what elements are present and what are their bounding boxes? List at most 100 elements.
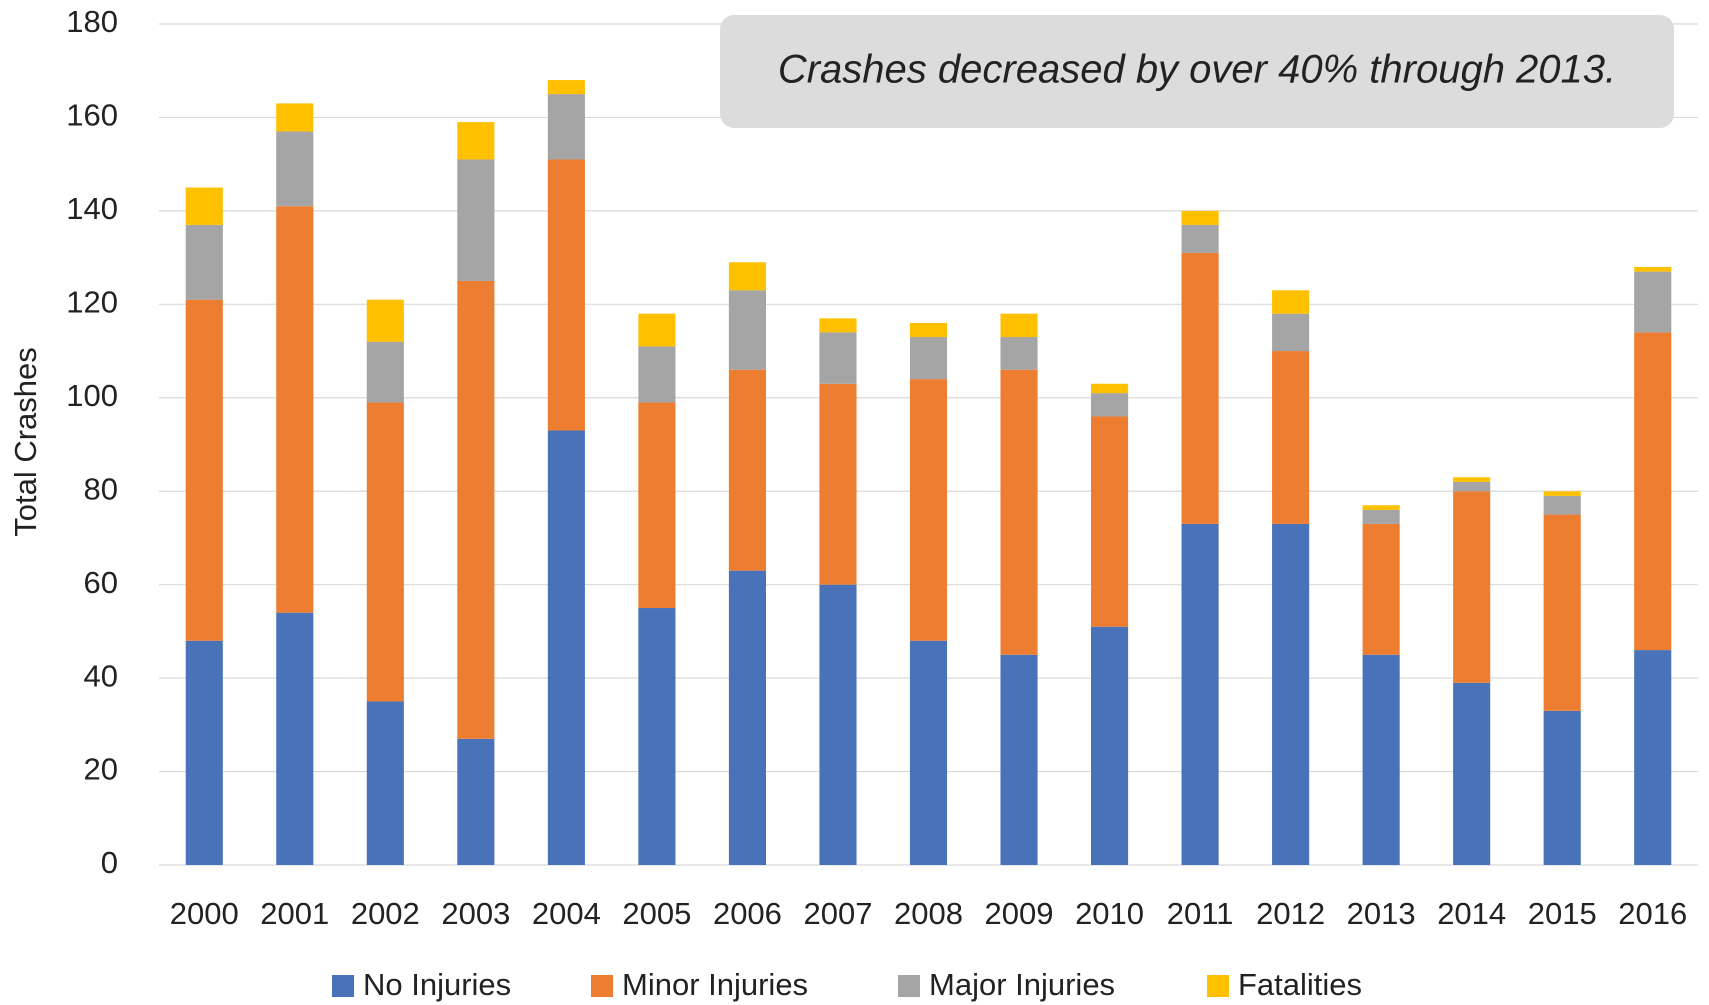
x-tick-label: 2004: [532, 896, 601, 931]
bar-segment: [1453, 477, 1491, 482]
y-tick-label: 40: [84, 658, 118, 693]
x-tick-label: 2013: [1347, 896, 1416, 931]
y-tick-label: 0: [101, 845, 118, 880]
bar-segment: [1272, 351, 1310, 524]
bar-segment: [457, 738, 495, 865]
y-tick-label: 140: [66, 191, 118, 226]
bar-segment: [1091, 383, 1129, 394]
bar-segment: [1000, 654, 1038, 865]
x-tick-label: 2000: [170, 896, 239, 931]
y-tick-label: 120: [66, 285, 118, 320]
bar-segment: [909, 640, 948, 865]
bar-segment: [638, 346, 676, 403]
bar-segment: [366, 341, 404, 403]
bar-segment: [1000, 369, 1038, 655]
x-tick-label: 2006: [713, 896, 782, 931]
y-tick-label: 160: [66, 98, 118, 133]
bar-segment: [728, 290, 766, 370]
bar-segment: [276, 131, 314, 207]
bar-segment: [819, 332, 857, 384]
legend-label: Minor Injuries: [622, 967, 808, 1002]
bar-segment: [547, 80, 585, 95]
legend-label: Fatalities: [1238, 967, 1362, 1002]
bar-segment: [276, 103, 314, 132]
legend-swatch: [898, 975, 920, 997]
bar-segment: [1543, 710, 1581, 865]
bar-segment: [185, 299, 223, 641]
y-tick-label: 100: [66, 378, 118, 413]
x-tick-label: 2016: [1618, 896, 1687, 931]
bar-segment: [728, 369, 766, 571]
x-tick-label: 2002: [351, 896, 420, 931]
x-tick-label: 2009: [985, 896, 1054, 931]
bar-segment: [457, 122, 495, 160]
annotation-box: [720, 15, 1674, 128]
bar-segment: [638, 608, 676, 865]
y-tick-label: 20: [84, 752, 118, 787]
bar-segment: [1181, 252, 1219, 524]
bar-segment: [1362, 523, 1400, 655]
annotation: Crashes decreased by over 40% through 20…: [778, 48, 1616, 92]
bar-segment: [1453, 682, 1491, 865]
bar-segment: [1000, 337, 1038, 370]
bar-segment: [1362, 505, 1400, 510]
legend-swatch: [591, 975, 613, 997]
bar-segment: [366, 402, 404, 702]
bar-segment: [547, 94, 585, 160]
bar-segment: [1272, 313, 1310, 352]
x-tick-label: 2003: [441, 896, 510, 931]
bar-segment: [366, 299, 404, 342]
bar-segment: [1181, 210, 1219, 225]
bar-segment: [1543, 514, 1581, 711]
bar-segment: [728, 570, 766, 865]
bar-segment: [1362, 509, 1400, 524]
bar-segment: [819, 584, 857, 865]
bar-segment: [1634, 650, 1672, 865]
bar-segment: [1091, 626, 1129, 865]
bar-segment: [1634, 271, 1672, 333]
bar-segment: [909, 379, 948, 641]
legend-label: No Injuries: [363, 967, 511, 1002]
y-axis-label: Total Crashes: [8, 347, 43, 537]
x-tick-label: 2001: [260, 896, 329, 931]
bar-segment: [909, 337, 948, 380]
bar-segment: [185, 640, 223, 865]
y-tick-label: 60: [84, 565, 118, 600]
bar-segment: [1181, 224, 1219, 253]
bar-segment: [1453, 491, 1491, 683]
bar-segment: [457, 280, 495, 739]
bar-segment: [1453, 481, 1491, 492]
bar-segment: [1000, 313, 1038, 338]
bar-segment: [1634, 266, 1672, 272]
bar-segment: [638, 402, 676, 609]
x-tick-label: 2005: [622, 896, 691, 931]
bar-segment: [1543, 491, 1581, 496]
bar-segment: [728, 262, 766, 291]
legend-label: Major Injuries: [929, 967, 1115, 1002]
bar-segment: [1091, 393, 1129, 417]
x-tick-label: 2015: [1528, 896, 1597, 931]
x-tick-label: 2012: [1256, 896, 1325, 931]
bar-segment: [909, 323, 948, 338]
bar-segment: [1091, 416, 1129, 627]
bar-segment: [1272, 523, 1310, 865]
bar-segment: [1362, 654, 1400, 865]
x-tick-label: 2008: [894, 896, 963, 931]
bar-segment: [819, 383, 857, 585]
bar-segment: [547, 430, 585, 865]
bar-segment: [1272, 290, 1310, 314]
bar-segment: [819, 318, 857, 333]
legend-swatch: [332, 975, 354, 997]
bar-segment: [457, 159, 495, 281]
bar-segment: [638, 313, 676, 347]
x-tick-label: 2011: [1167, 896, 1234, 931]
bar-segment: [1634, 332, 1672, 651]
bar-segment: [1181, 523, 1219, 865]
x-tick-label: 2007: [803, 896, 872, 931]
bar-segment: [366, 701, 404, 865]
bar-segment: [1543, 495, 1581, 515]
bar-segment: [276, 206, 314, 613]
bar-segment: [276, 612, 314, 865]
y-tick-label: 180: [66, 4, 118, 39]
